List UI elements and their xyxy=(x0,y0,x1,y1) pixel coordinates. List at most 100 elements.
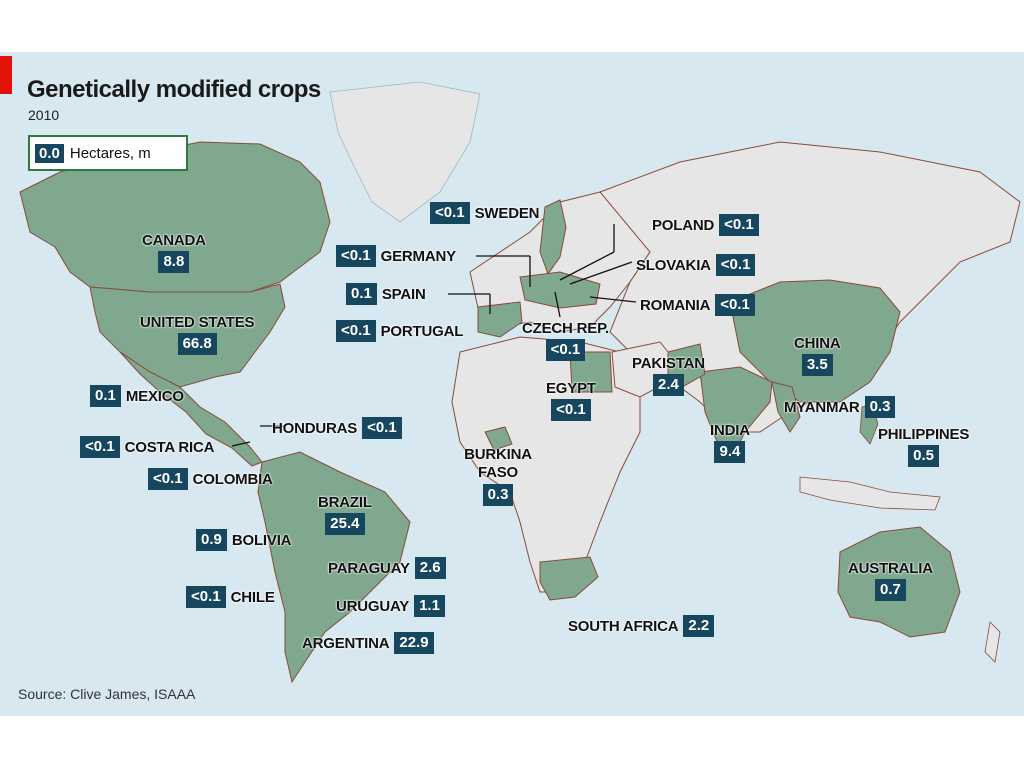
landmass-new-zealand xyxy=(984,621,1001,663)
country-label-colombia: <0.1 COLOMBIA xyxy=(148,468,273,490)
leader-line xyxy=(559,251,615,281)
country-name: SWEDEN xyxy=(474,204,540,222)
country-value: 22.9 xyxy=(394,632,434,654)
country-label-germany: <0.1 GERMANY xyxy=(336,245,456,267)
country-name: CANADA xyxy=(142,232,206,249)
country-value: 2.6 xyxy=(414,557,446,579)
country-label-philippines: PHILIPPINES 0.5 xyxy=(878,426,969,467)
country-value: <0.1 xyxy=(430,202,470,224)
country-name: HONDURAS xyxy=(272,419,358,437)
legend: 0.0 Hectares, m xyxy=(28,135,188,171)
country-label-china: CHINA 3.5 xyxy=(794,335,841,376)
landmass-china xyxy=(729,279,901,403)
country-label-chile: <0.1 CHILE xyxy=(186,586,275,608)
country-name: SPAIN xyxy=(381,285,426,303)
country-value: <0.1 xyxy=(715,294,755,316)
country-label-romania: ROMANIA <0.1 xyxy=(640,294,755,316)
country-value: 0.3 xyxy=(864,396,896,418)
country-label-costa-rica: <0.1 COSTA RICA xyxy=(80,436,214,458)
country-name: PHILIPPINES xyxy=(878,426,970,443)
country-label-czech-rep: CZECH REP. <0.1 xyxy=(522,320,609,361)
country-label-portugal: <0.1 PORTUGAL xyxy=(336,320,463,342)
country-value: <0.1 xyxy=(186,586,226,608)
country-name: ROMANIA xyxy=(640,296,711,314)
country-value: 2.2 xyxy=(683,615,715,637)
country-value: 66.8 xyxy=(177,333,217,355)
country-label-united-states: UNITED STATES 66.8 xyxy=(140,314,255,355)
country-label-india: INDIA 9.4 xyxy=(710,422,750,463)
country-name: COSTA RICA xyxy=(124,438,215,456)
legend-swatch: 0.0 xyxy=(35,143,64,163)
country-label-mexico: 0.1 MEXICO xyxy=(90,385,184,407)
country-label-pakistan: PAKISTAN 2.4 xyxy=(632,355,705,396)
country-value: 25.4 xyxy=(325,513,365,535)
country-name: GERMANY xyxy=(380,247,456,265)
country-name: MEXICO xyxy=(125,387,184,405)
country-value: 2.4 xyxy=(652,374,684,396)
leader-line xyxy=(231,441,251,447)
landmass-mexico xyxy=(119,351,263,467)
country-label-brazil: BRAZIL 25.4 xyxy=(318,494,372,535)
leader-line xyxy=(589,296,637,303)
country-label-argentina: ARGENTINA 22.9 xyxy=(302,632,434,654)
country-value: <0.1 xyxy=(148,468,188,490)
country-name: PARAGUAY xyxy=(328,559,410,577)
country-label-paraguay: PARAGUAY 2.6 xyxy=(328,557,446,579)
leader-line xyxy=(569,261,633,285)
country-label-australia: AUSTRALIA 0.7 xyxy=(848,560,933,601)
map-subtitle: 2010 xyxy=(28,107,60,123)
country-name: COLOMBIA xyxy=(192,470,273,488)
landmass-burkina-faso xyxy=(484,426,513,451)
country-name: PAKISTAN xyxy=(632,355,705,372)
landmass-south-america xyxy=(257,451,411,684)
legend-text: Hectares, m xyxy=(69,144,151,162)
landmass-south-africa xyxy=(539,556,599,601)
world-map xyxy=(19,81,1021,684)
landmass-iberia xyxy=(477,301,523,338)
country-value: 0.5 xyxy=(908,445,939,467)
country-label-uruguay: URUGUAY 1.1 xyxy=(336,595,445,617)
landmass-greenland xyxy=(329,81,481,223)
map-title: Genetically modified crops xyxy=(27,76,321,103)
country-value: <0.1 xyxy=(545,339,586,361)
country-value: 0.1 xyxy=(346,283,377,305)
accent-tag xyxy=(0,56,12,94)
country-value: <0.1 xyxy=(551,399,591,421)
country-name: PORTUGAL xyxy=(380,322,464,340)
country-name: MYANMAR xyxy=(784,398,860,416)
country-value: <0.1 xyxy=(336,320,376,342)
landmass-indonesia xyxy=(799,476,941,511)
country-name: SLOVAKIA xyxy=(636,256,711,274)
country-value: <0.1 xyxy=(336,245,376,267)
country-label-spain: 0.1 SPAIN xyxy=(346,283,426,305)
country-name: BOLIVIA xyxy=(231,531,292,549)
country-value: <0.1 xyxy=(362,417,402,439)
country-name: BURKINA FASO xyxy=(464,446,532,481)
country-label-south-africa: SOUTH AFRICA 2.2 xyxy=(568,615,715,637)
landmass-egypt xyxy=(569,351,613,393)
country-name: URUGUAY xyxy=(336,597,410,615)
country-value: <0.1 xyxy=(719,214,759,236)
country-label-slovakia: SLOVAKIA <0.1 xyxy=(636,254,756,276)
country-value: 1.1 xyxy=(414,595,445,617)
country-label-poland: POLAND <0.1 xyxy=(652,214,759,236)
country-value: 9.4 xyxy=(714,441,746,463)
landmass-myanmar xyxy=(771,381,801,433)
country-label-myanmar: MYANMAR 0.3 xyxy=(784,396,896,418)
country-value: 0.7 xyxy=(875,579,906,601)
country-name: UNITED STATES xyxy=(140,314,255,331)
country-label-canada: CANADA 8.8 xyxy=(142,232,206,273)
country-name: CZECH REP. xyxy=(522,320,609,337)
map-figure: Genetically modified crops 2010 0.0 Hect… xyxy=(0,52,1024,716)
country-label-egypt: EGYPT <0.1 xyxy=(546,380,596,421)
country-name: CHILE xyxy=(230,588,275,606)
country-value: <0.1 xyxy=(80,436,120,458)
leader-line xyxy=(554,291,561,318)
country-label-sweden: <0.1 SWEDEN xyxy=(430,202,539,224)
country-value: 0.1 xyxy=(90,385,121,407)
country-value: 3.5 xyxy=(801,354,833,376)
country-name: SOUTH AFRICA xyxy=(568,617,679,635)
country-label-honduras: HONDURAS <0.1 xyxy=(272,417,402,439)
country-value: 8.8 xyxy=(158,251,190,273)
country-name: EGYPT xyxy=(546,380,596,397)
